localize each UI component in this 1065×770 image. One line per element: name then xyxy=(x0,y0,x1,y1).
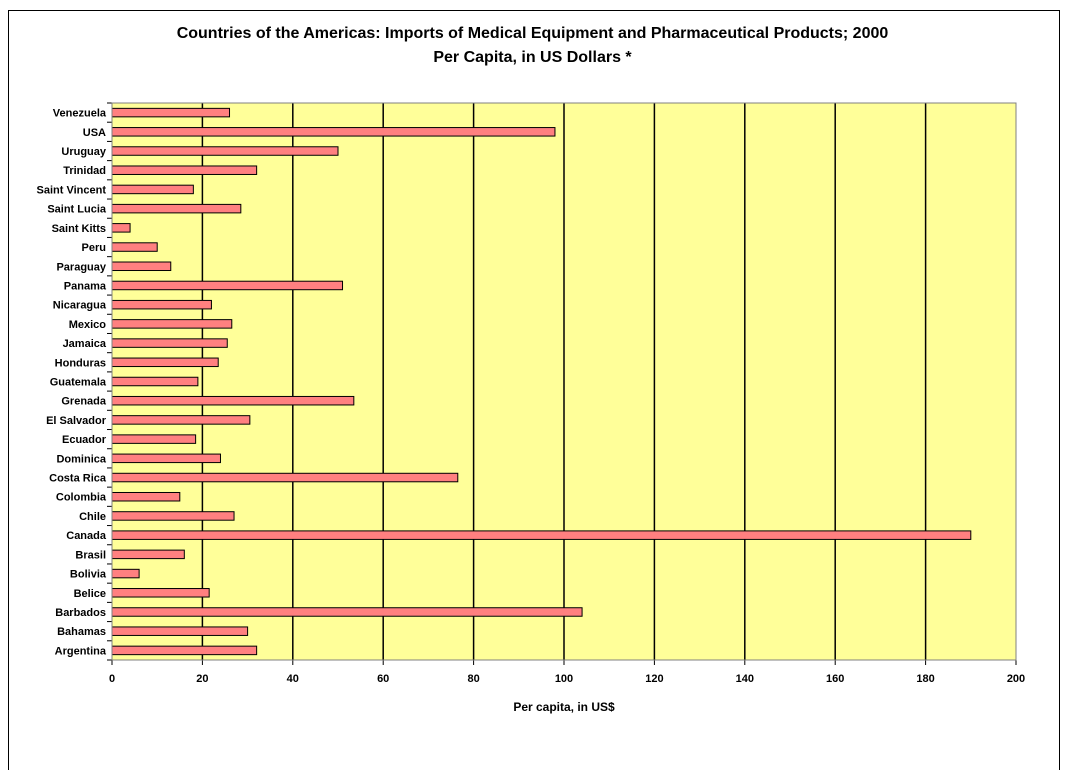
bar xyxy=(111,127,556,137)
category-label: USA xyxy=(83,127,106,139)
bar xyxy=(111,549,185,560)
x-axis-title: Per capita, in US$ xyxy=(513,700,615,714)
category-label: Guatemala xyxy=(50,377,107,389)
axes xyxy=(107,102,1017,665)
x-tick-label: 180 xyxy=(916,673,934,685)
chart-subtitle: Per Capita, in US Dollars * xyxy=(433,49,632,66)
x-tick-label: 80 xyxy=(467,673,479,685)
bar xyxy=(111,588,210,598)
category-label: Paraguay xyxy=(56,261,106,273)
category-label: Argentina xyxy=(55,645,107,657)
bar xyxy=(111,453,221,464)
x-tick-label: 20 xyxy=(196,673,208,685)
category-label: Dominica xyxy=(56,453,106,465)
bar xyxy=(111,165,258,175)
x-tick-label: 200 xyxy=(1007,673,1025,685)
bar xyxy=(111,607,583,617)
category-labels: Venezuela USA Uruguay Trinidad Saint Vincent… xyxy=(37,108,107,658)
bar xyxy=(111,645,258,656)
category-label: Grenada xyxy=(61,396,107,408)
x-tick-label: 120 xyxy=(645,673,663,685)
bar xyxy=(111,319,233,329)
bar xyxy=(111,223,131,233)
x-tick-label: 40 xyxy=(287,673,299,685)
bar xyxy=(111,184,194,195)
bar xyxy=(111,203,242,214)
bar xyxy=(111,280,344,291)
category-label: Brasil xyxy=(75,549,106,561)
category-label: Trinidad xyxy=(63,165,106,177)
category-label: Saint Kitts xyxy=(52,223,106,235)
category-label: Ecuador xyxy=(62,434,107,446)
bar xyxy=(111,261,172,272)
bar xyxy=(111,626,249,636)
bar xyxy=(111,299,212,310)
x-tick-labels: 0 20 40 60 80 100 120 140 160 180 200 xyxy=(109,673,1025,685)
category-label: Saint Vincent xyxy=(37,184,107,196)
bar xyxy=(111,338,228,348)
bar xyxy=(111,434,197,444)
category-label: Peru xyxy=(82,242,106,254)
category-label: Barbados xyxy=(55,607,106,619)
bar xyxy=(111,107,231,118)
chart-frame xyxy=(8,10,1060,770)
bar xyxy=(111,511,235,521)
category-label: Belice xyxy=(74,588,106,600)
category-label: Canada xyxy=(66,530,107,542)
category-label: Saint Lucia xyxy=(47,204,107,216)
x-tick-label: 140 xyxy=(736,673,754,685)
bar xyxy=(111,472,459,483)
x-tick-label: 160 xyxy=(826,673,844,685)
category-label: Honduras xyxy=(55,357,106,369)
category-label: Bahamas xyxy=(57,626,106,638)
bar xyxy=(111,242,158,252)
x-tick-label: 60 xyxy=(377,673,389,685)
category-label: Panama xyxy=(64,280,107,292)
x-tick-label: 0 xyxy=(109,673,115,685)
chart-title: Countries of the Americas: Imports of Me… xyxy=(176,25,889,42)
category-label: Uruguay xyxy=(61,146,107,158)
bar xyxy=(111,530,972,540)
category-label: Colombia xyxy=(56,492,107,504)
bar xyxy=(111,491,181,502)
category-label: Costa Rica xyxy=(49,473,107,485)
category-label: Bolivia xyxy=(70,569,107,581)
bar xyxy=(111,376,199,387)
category-label: Jamaica xyxy=(63,338,107,350)
x-tick-label: 100 xyxy=(555,673,573,685)
category-label: El Salvador xyxy=(46,415,107,427)
bar xyxy=(111,395,355,406)
category-label: Chile xyxy=(79,511,106,523)
bar xyxy=(111,357,219,368)
chart-title-block: Countries of the Americas: Imports of Me… xyxy=(0,22,1065,70)
category-label: Mexico xyxy=(69,319,107,331)
bar xyxy=(111,415,251,425)
plot-border xyxy=(111,102,1017,661)
category-label: Venezuela xyxy=(53,108,107,120)
bar xyxy=(111,146,339,156)
bar xyxy=(111,568,140,579)
category-label: Nicaragua xyxy=(53,300,107,312)
